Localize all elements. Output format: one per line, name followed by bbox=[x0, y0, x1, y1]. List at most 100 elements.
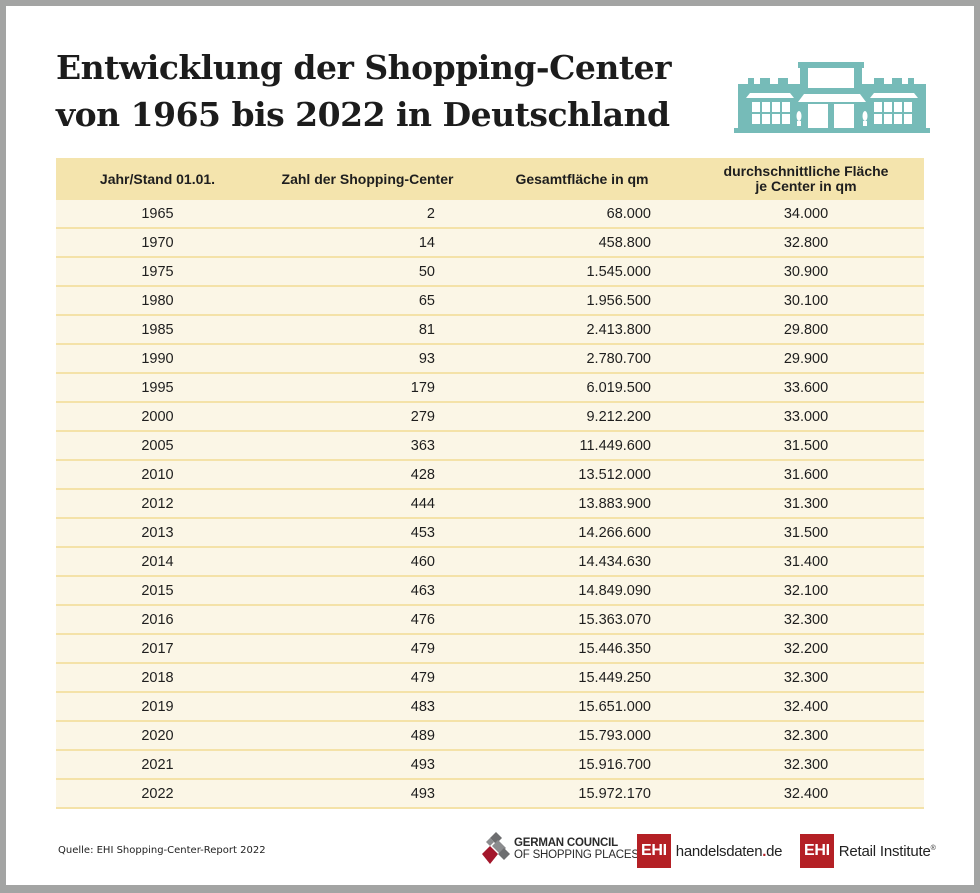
cell-year: 2018 bbox=[56, 663, 259, 693]
cell-center-count: 479 bbox=[259, 634, 476, 664]
cell-average-area: 31.400 bbox=[688, 547, 924, 577]
table-row: 2015 463 14.849.090 32.100 bbox=[56, 576, 924, 606]
cell-average-area: 31.600 bbox=[688, 460, 924, 490]
ehi-mark: EHI bbox=[637, 834, 671, 868]
cell-year: 2017 bbox=[56, 634, 259, 664]
cell-year: 1995 bbox=[56, 373, 259, 403]
handelsdaten-logo: EHI handelsdaten.de bbox=[637, 834, 783, 868]
cell-year: 1980 bbox=[56, 286, 259, 316]
cell-center-count: 14 bbox=[259, 228, 476, 258]
cell-average-area: 30.100 bbox=[688, 286, 924, 316]
cell-center-count-value: 463 bbox=[410, 582, 435, 599]
cell-total-area-value: 1.545.000 bbox=[586, 263, 651, 280]
title-line-2: von 1965 bis 2022 in Deutschland bbox=[56, 95, 670, 134]
cell-center-count-value: 179 bbox=[410, 379, 435, 396]
cell-total-area: 14.849.090 bbox=[476, 576, 688, 606]
column-header-year: Jahr/Stand 01.01. bbox=[56, 158, 259, 200]
cell-total-area-value: 1.956.500 bbox=[586, 292, 651, 309]
table-header-row: Jahr/Stand 01.01. Zahl der Shopping-Cent… bbox=[56, 158, 924, 200]
cell-average-area: 32.300 bbox=[688, 750, 924, 780]
cell-total-area-value: 2.413.800 bbox=[586, 321, 651, 338]
cell-year: 2005 bbox=[56, 431, 259, 461]
cell-year: 2000 bbox=[56, 402, 259, 432]
cell-total-area: 14.434.630 bbox=[476, 547, 688, 577]
cell-total-area: 13.512.000 bbox=[476, 460, 688, 490]
cell-total-area-value: 13.883.900 bbox=[578, 495, 651, 512]
table-row: 2000 279 9.212.200 33.000 bbox=[56, 402, 924, 432]
cell-total-area-value: 15.449.250 bbox=[578, 669, 651, 686]
cell-year: 2016 bbox=[56, 605, 259, 635]
cell-total-area-value: 14.434.630 bbox=[578, 553, 651, 570]
cell-average-area: 33.600 bbox=[688, 373, 924, 403]
cell-average-area: 34.000 bbox=[688, 200, 924, 229]
cell-total-area: 15.363.070 bbox=[476, 605, 688, 635]
cell-average-area: 32.300 bbox=[688, 605, 924, 635]
cell-center-count-value: 14 bbox=[418, 234, 435, 251]
cell-total-area: 15.446.350 bbox=[476, 634, 688, 664]
cell-total-area-value: 6.019.500 bbox=[586, 379, 651, 396]
cell-total-area-value: 15.446.350 bbox=[578, 640, 651, 657]
registered-mark: ® bbox=[930, 844, 936, 852]
table-body: 1965 2 68.000 34.000 1970 14 458.800 32.800 1975… bbox=[56, 200, 924, 809]
infographic-card: Entwicklung der Shopping-Center von 1965… bbox=[6, 6, 974, 885]
cell-center-count-value: 363 bbox=[410, 437, 435, 454]
table-row: 2012 444 13.883.900 31.300 bbox=[56, 489, 924, 519]
table-row: 2017 479 15.446.350 32.200 bbox=[56, 634, 924, 664]
handelsdaten-name: handelsdaten bbox=[675, 842, 763, 860]
retail-institute-name: Retail Institute bbox=[838, 842, 931, 860]
cell-total-area: 2.780.700 bbox=[476, 344, 688, 374]
cell-center-count: 476 bbox=[259, 605, 476, 635]
cell-total-area-value: 9.212.200 bbox=[586, 408, 651, 425]
cell-total-area-value: 15.363.070 bbox=[578, 611, 651, 628]
cell-center-count: 493 bbox=[259, 779, 476, 809]
cell-center-count: 93 bbox=[259, 344, 476, 374]
table-row: 1970 14 458.800 32.800 bbox=[56, 228, 924, 258]
table-row: 2010 428 13.512.000 31.600 bbox=[56, 460, 924, 490]
cell-total-area-value: 15.651.000 bbox=[578, 698, 651, 715]
cell-average-area: 31.300 bbox=[688, 489, 924, 519]
cell-year: 2010 bbox=[56, 460, 259, 490]
cell-average-area: 32.300 bbox=[688, 663, 924, 693]
cell-average-area: 32.300 bbox=[688, 721, 924, 751]
source-note: Quelle: EHI Shopping-Center-Report 2022 bbox=[58, 845, 266, 856]
cell-total-area: 1.545.000 bbox=[476, 257, 688, 287]
cell-average-area: 33.000 bbox=[688, 402, 924, 432]
handelsdaten-wordmark: handelsdaten.de bbox=[675, 842, 783, 860]
cell-average-area: 31.500 bbox=[688, 518, 924, 548]
cell-center-count: 489 bbox=[259, 721, 476, 751]
cell-total-area-value: 11.449.600 bbox=[579, 437, 652, 454]
table-row: 1965 2 68.000 34.000 bbox=[56, 200, 924, 229]
cell-year: 2020 bbox=[56, 721, 259, 751]
cell-center-count: 65 bbox=[259, 286, 476, 316]
page-title: Entwicklung der Shopping-Center von 1965… bbox=[56, 44, 671, 138]
cell-total-area: 15.651.000 bbox=[476, 692, 688, 722]
shopping-center-table: Jahr/Stand 01.01. Zahl der Shopping-Cent… bbox=[56, 158, 924, 809]
cell-total-area: 1.956.500 bbox=[476, 286, 688, 316]
column-header-average-area-line1: durchschnittliche Fläche bbox=[723, 163, 889, 179]
gcsp-emblem-icon bbox=[482, 832, 510, 864]
cell-center-count-value: 50 bbox=[418, 263, 435, 280]
cell-center-count-value: 489 bbox=[410, 727, 435, 744]
table-row: 2016 476 15.363.070 32.300 bbox=[56, 605, 924, 635]
cell-center-count: 460 bbox=[259, 547, 476, 577]
cell-total-area: 15.449.250 bbox=[476, 663, 688, 693]
table-row: 1995 179 6.019.500 33.600 bbox=[56, 373, 924, 403]
cell-center-count: 2 bbox=[259, 200, 476, 229]
title-line-1: Entwicklung der Shopping-Center bbox=[56, 48, 671, 87]
cell-center-count: 479 bbox=[259, 663, 476, 693]
cell-year: 2021 bbox=[56, 750, 259, 780]
cell-average-area: 31.500 bbox=[688, 431, 924, 461]
retail-institute-wordmark: Retail Institute® bbox=[839, 843, 936, 860]
cell-total-area: 2.413.800 bbox=[476, 315, 688, 345]
column-header-center-count: Zahl der Shopping-Center bbox=[259, 158, 476, 200]
table-row: 2005 363 11.449.600 31.500 bbox=[56, 431, 924, 461]
cell-year: 2015 bbox=[56, 576, 259, 606]
cell-center-count-value: 476 bbox=[410, 611, 435, 628]
cell-total-area-value: 15.793.000 bbox=[578, 727, 651, 744]
cell-total-area-value: 14.849.090 bbox=[578, 582, 651, 599]
cell-total-area: 15.916.700 bbox=[476, 750, 688, 780]
cell-center-count-value: 479 bbox=[410, 640, 435, 657]
cell-year: 2022 bbox=[56, 779, 259, 809]
cell-center-count-value: 2 bbox=[426, 205, 435, 222]
cell-year: 1990 bbox=[56, 344, 259, 374]
